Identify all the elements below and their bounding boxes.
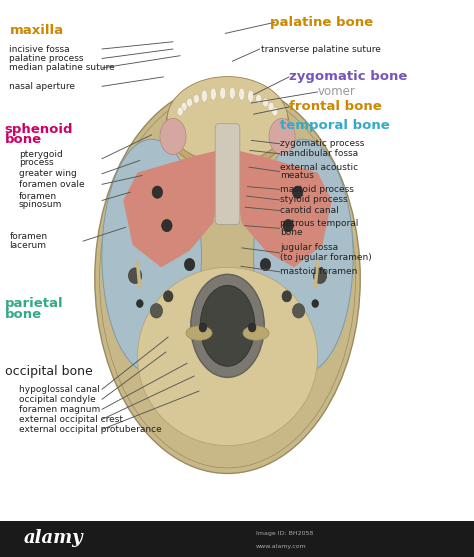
Text: occipital condyle: occipital condyle <box>19 395 96 404</box>
Text: zygomatic bone: zygomatic bone <box>289 70 408 84</box>
Ellipse shape <box>160 119 186 155</box>
Text: parietal: parietal <box>5 297 64 310</box>
Ellipse shape <box>177 107 183 116</box>
Text: maxilla: maxilla <box>9 24 64 37</box>
Ellipse shape <box>95 84 360 473</box>
Text: greater wing: greater wing <box>19 169 77 178</box>
Text: vomer: vomer <box>318 85 356 99</box>
Ellipse shape <box>186 326 212 340</box>
Ellipse shape <box>219 87 226 99</box>
Text: transverse palatine suture: transverse palatine suture <box>261 45 381 53</box>
Text: bone: bone <box>5 307 42 321</box>
Ellipse shape <box>201 90 208 102</box>
Circle shape <box>282 291 292 302</box>
Text: occipital bone: occipital bone <box>5 365 92 378</box>
Text: Image ID: BH2058: Image ID: BH2058 <box>256 531 313 536</box>
Circle shape <box>199 323 207 332</box>
Text: mastoid process: mastoid process <box>280 185 354 194</box>
Text: foramen ovale: foramen ovale <box>19 180 84 189</box>
Circle shape <box>283 219 293 232</box>
Text: www.alamy.com: www.alamy.com <box>256 544 307 549</box>
Text: bone: bone <box>280 228 302 237</box>
Text: styloid process: styloid process <box>280 196 347 204</box>
Text: mastoid foramen: mastoid foramen <box>280 267 357 276</box>
Ellipse shape <box>269 119 295 155</box>
Text: sphenoid: sphenoid <box>5 123 73 136</box>
Ellipse shape <box>268 102 274 111</box>
Text: jugular fossa: jugular fossa <box>280 243 338 252</box>
Ellipse shape <box>254 139 353 373</box>
Circle shape <box>137 300 143 307</box>
Ellipse shape <box>272 107 278 116</box>
Circle shape <box>128 268 142 284</box>
Text: foramen magnum: foramen magnum <box>19 405 100 414</box>
Text: external occipital protuberance: external occipital protuberance <box>19 425 162 434</box>
Ellipse shape <box>137 267 318 446</box>
Circle shape <box>162 219 172 232</box>
Ellipse shape <box>200 286 255 367</box>
Bar <box>0 521 474 557</box>
Circle shape <box>292 304 305 318</box>
Text: carotid canal: carotid canal <box>280 206 338 215</box>
Ellipse shape <box>191 275 264 378</box>
Ellipse shape <box>210 88 216 100</box>
Text: median palatine suture: median palatine suture <box>9 63 115 72</box>
Ellipse shape <box>166 81 289 170</box>
Text: process: process <box>19 158 54 167</box>
Text: palatine process: palatine process <box>9 54 84 63</box>
Ellipse shape <box>243 326 269 340</box>
Text: lacerum: lacerum <box>9 241 46 250</box>
Ellipse shape <box>181 102 187 111</box>
Text: external occipital crest: external occipital crest <box>19 415 123 424</box>
Text: nasal aperture: nasal aperture <box>9 82 75 91</box>
Text: pterygoid: pterygoid <box>19 150 63 159</box>
Ellipse shape <box>247 90 254 102</box>
Circle shape <box>313 268 327 284</box>
Circle shape <box>248 323 256 332</box>
Ellipse shape <box>100 89 356 468</box>
Text: alamy: alamy <box>24 529 83 547</box>
Circle shape <box>184 258 195 271</box>
Ellipse shape <box>167 77 288 163</box>
Ellipse shape <box>193 95 200 104</box>
FancyBboxPatch shape <box>215 124 240 224</box>
Ellipse shape <box>186 98 192 107</box>
Ellipse shape <box>229 87 236 99</box>
Text: external acoustic: external acoustic <box>280 163 358 172</box>
Circle shape <box>152 186 163 198</box>
Polygon shape <box>123 150 218 267</box>
Polygon shape <box>237 150 332 267</box>
Ellipse shape <box>255 95 262 104</box>
Text: bone: bone <box>5 133 42 146</box>
Text: meatus: meatus <box>280 171 313 180</box>
Circle shape <box>312 300 319 307</box>
Circle shape <box>260 258 271 271</box>
Text: spinosum: spinosum <box>19 200 63 209</box>
Text: foramen: foramen <box>9 232 47 241</box>
Text: foramen: foramen <box>19 192 57 201</box>
Text: palatine bone: palatine bone <box>270 16 374 29</box>
Text: (to jugular foramen): (to jugular foramen) <box>280 253 372 262</box>
Text: incisive fossa: incisive fossa <box>9 45 70 53</box>
Text: temporal bone: temporal bone <box>280 119 390 132</box>
Ellipse shape <box>102 139 201 373</box>
Text: zygomatic process: zygomatic process <box>280 139 364 148</box>
Text: mandibular fossa: mandibular fossa <box>280 149 358 158</box>
Circle shape <box>292 186 303 198</box>
Text: petrous temporal: petrous temporal <box>280 219 358 228</box>
Circle shape <box>150 304 163 318</box>
Text: frontal bone: frontal bone <box>289 100 382 114</box>
Ellipse shape <box>239 88 245 100</box>
Circle shape <box>164 291 173 302</box>
Text: hypoglossal canal: hypoglossal canal <box>19 385 100 394</box>
Ellipse shape <box>263 98 269 107</box>
